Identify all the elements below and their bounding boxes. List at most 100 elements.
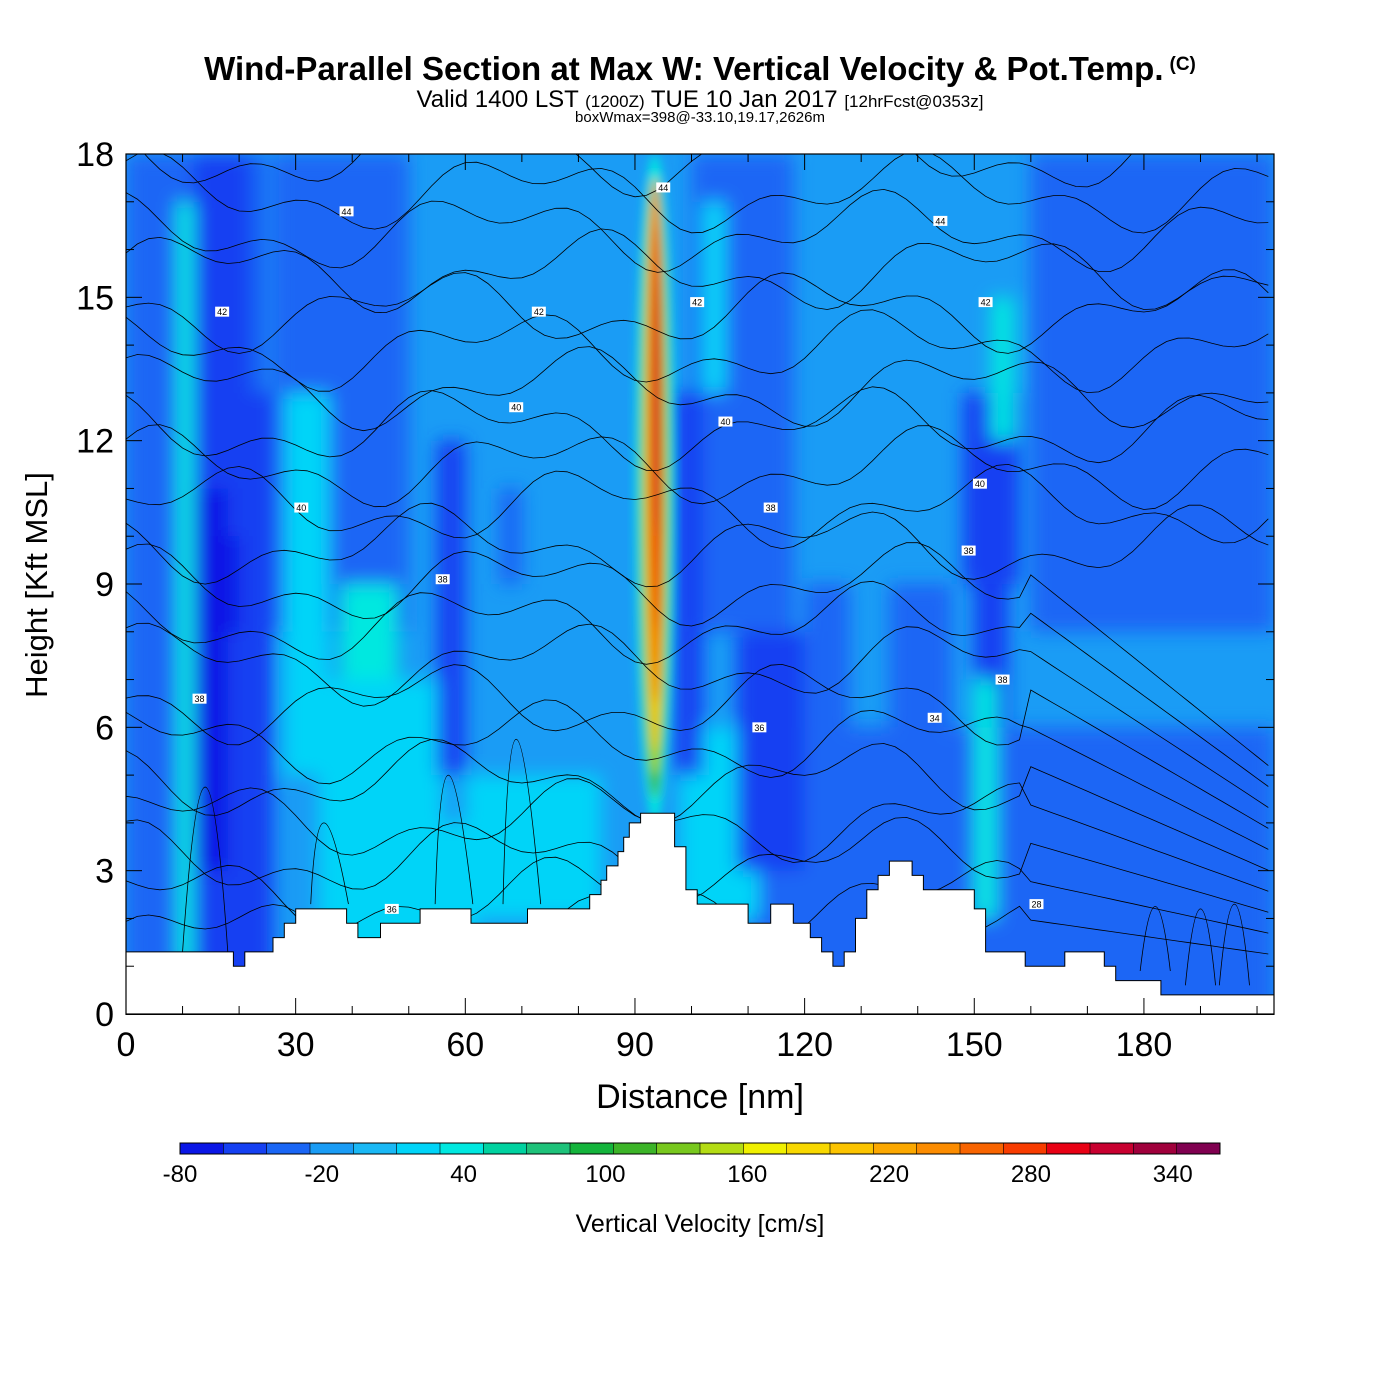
x-tick-label: 90 [616,1026,654,1064]
contour-label-bg [718,416,733,427]
contour-label: 28 [1031,900,1041,910]
y-tick-label: 3 [95,853,114,891]
chart-subnote: boxWmax=398@-33.10,19.17,2626m [575,109,825,126]
contour-label-bg [531,306,546,317]
colorbar-swatch [266,1143,311,1154]
contour-label-bg [752,722,767,733]
chart-subtitle: Valid 1400 LST (1200Z) TUE 10 Jan 2017 [… [0,86,1400,114]
contour-label-bg [294,502,309,513]
theta-contour-loop [182,786,229,952]
y-tick-label: 0 [95,996,114,1034]
colorbar-swatch [396,1143,441,1154]
theta-contour [126,699,1269,850]
contour-label: 40 [975,479,985,489]
contour-label: 40 [720,417,730,427]
colorbar-swatch [743,1143,788,1154]
contour-label-bg [1029,899,1044,910]
field-updraft-core [634,154,675,823]
contour-label: 38 [998,675,1008,685]
colorbar-swatch [570,1143,614,1154]
terrain-mask [125,812,1275,1015]
y-tick-label: 15 [76,279,114,317]
updraft-band [653,273,660,537]
field-region [736,631,805,871]
colorbar-swatch [786,1143,831,1154]
x-tick-label: 180 [1116,1026,1173,1064]
contour-label: 36 [387,904,397,914]
contour-label-bg [509,402,524,413]
field-region [499,488,522,584]
theta-contour [126,228,1269,313]
vertical-velocity-field [126,154,1274,1014]
theta-contour-loop [310,822,349,905]
contour-label: 44 [935,216,945,226]
field-region [674,392,703,776]
colorbar-tick-label: 100 [585,1161,625,1188]
field-region [804,584,850,776]
colorbar-swatch [830,1143,874,1154]
theta-contour [126,424,1269,510]
colorbar-tick-label: -20 [304,1161,339,1188]
contour-label-bg [933,215,948,226]
contour-label-bg [763,502,778,513]
copyright-mark: (C) [1169,54,1196,75]
field-region [702,201,726,393]
colorbar-swatch [483,1143,528,1154]
x-tick-label: 60 [446,1026,484,1064]
theta-contour [126,778,1269,892]
theta-contour-loop [1139,906,1171,972]
theta-contour [126,580,1269,787]
field-smooth-layer [126,154,1274,1014]
field-region [176,201,194,967]
colorbar-swatch [180,1143,224,1154]
contour-label: 42 [534,307,544,317]
contour-label-bg [690,297,705,308]
contour-label: 38 [438,575,448,585]
subtitle-date: TUE 10 Jan 2017 [650,86,838,113]
theta-contour [126,663,1269,829]
contour-label: 42 [981,298,991,308]
theta-contour-loop [502,738,542,905]
contour-label: 44 [658,183,668,193]
theta-contour [144,154,1133,198]
colorbar-swatch [613,1143,658,1154]
theta-contour-loop [1218,903,1250,986]
contour-label: 42 [692,298,702,308]
field-region [239,392,274,1014]
colorbar-swatch [1133,1143,1178,1154]
colorbar-tick-label: 220 [869,1161,909,1188]
colorbar-swatch [353,1143,398,1154]
theta-contour [126,188,1269,273]
colorbar-tick-label: 280 [1011,1161,1051,1188]
contour-label-bg [192,693,207,704]
colorbar-swatch [223,1143,268,1154]
field-region [284,392,330,776]
contour-label: 42 [217,307,227,317]
contour-label: 34 [930,713,940,723]
colorbar-swatch [1046,1143,1091,1154]
x-tick-label: 150 [946,1026,1003,1064]
colorbar-tick-label: 160 [727,1161,767,1188]
chart-title: Wind-Parallel Section at Max W: Vertical… [0,50,1400,88]
contour-label: 38 [766,503,776,513]
contour-label: 40 [511,403,521,413]
subtitle-forecast: [12hrFcst@0353z] [844,92,984,111]
x-axis-label: Distance [nm] [596,1078,804,1116]
y-axis-label: Height [Kft MSL] [19,472,54,698]
colorbar-swatch [656,1143,701,1154]
colorbar-swatch [1176,1143,1221,1154]
field-region [1030,154,1274,632]
field-region [437,440,466,776]
contour-label: 36 [754,723,764,733]
colorbar-label: Vertical Velocity [cm/s] [576,1210,825,1238]
contour-label-bg [339,206,354,217]
y-tick-label: 18 [76,136,114,174]
field-region [465,775,602,919]
colorbar-swatch [1090,1143,1134,1154]
contour-label: 40 [296,503,306,513]
x-tick-label: 0 [117,1026,136,1064]
colorbar-swatch [700,1143,744,1154]
colorbar: -80 -20 40 100 160 220 280 340 [163,1142,1221,1188]
theta-contour [126,463,1269,550]
